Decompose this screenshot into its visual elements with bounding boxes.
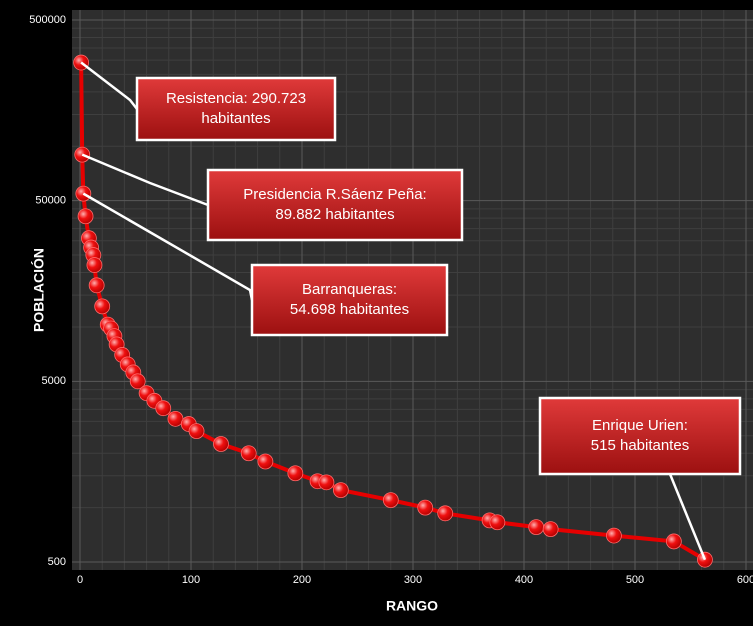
- annotation-box: [250, 263, 449, 337]
- annotation-text: habitantes: [201, 110, 270, 127]
- data-point: [437, 505, 454, 522]
- data-point: [240, 445, 257, 462]
- data-point: [528, 519, 545, 536]
- y-axis-label: POBLACIÓN: [30, 248, 47, 332]
- data-point: [382, 492, 399, 509]
- y-tick-label: 50000: [35, 195, 66, 207]
- y-tick-label: 500000: [29, 14, 66, 26]
- data-point: [94, 298, 111, 315]
- y-tick-label: 5000: [42, 375, 66, 387]
- data-point: [88, 277, 105, 294]
- data-point: [332, 482, 349, 499]
- x-tick-label: 0: [77, 574, 83, 586]
- data-point: [318, 474, 335, 491]
- x-tick-label: 400: [515, 574, 533, 586]
- annotation-box: [206, 168, 464, 242]
- leader-line: [668, 473, 707, 561]
- annotation-text: Presidencia R.Sáenz Peña:: [243, 186, 426, 203]
- data-point: [417, 499, 434, 516]
- leader-line: [80, 61, 138, 110]
- x-tick-label: 100: [182, 574, 200, 586]
- annotation-text: 515 habitantes: [591, 437, 689, 454]
- data-point: [257, 453, 274, 470]
- x-tick-label: 600: [737, 574, 753, 586]
- data-point: [542, 521, 559, 538]
- data-point: [155, 400, 172, 417]
- y-tick-label: 500: [48, 556, 66, 568]
- data-point: [86, 257, 103, 273]
- annotation-box: [538, 396, 742, 476]
- x-tick-label: 500: [626, 574, 644, 586]
- data-point: [129, 373, 146, 390]
- x-tick-label: 200: [293, 574, 311, 586]
- leader-line: [81, 153, 209, 207]
- data-point: [665, 533, 682, 550]
- data-point: [77, 208, 94, 225]
- annotation-text: Enrique Urien:: [592, 417, 688, 434]
- x-axis-label: RANGO: [386, 598, 438, 614]
- data-point: [606, 527, 622, 544]
- annotation-box: [135, 76, 337, 142]
- annotation-text: 54.698 habitantes: [290, 301, 409, 318]
- annotation-text: 89.882 habitantes: [275, 206, 394, 223]
- data-point: [167, 410, 184, 427]
- x-tick-label: 300: [404, 574, 422, 586]
- annotation-text: Barranqueras:: [302, 281, 397, 298]
- data-point: [213, 436, 229, 452]
- data-point: [287, 465, 304, 482]
- annotation-text: Resistencia: 290.723: [166, 90, 306, 107]
- data-point: [489, 514, 506, 531]
- data-point: [188, 423, 205, 440]
